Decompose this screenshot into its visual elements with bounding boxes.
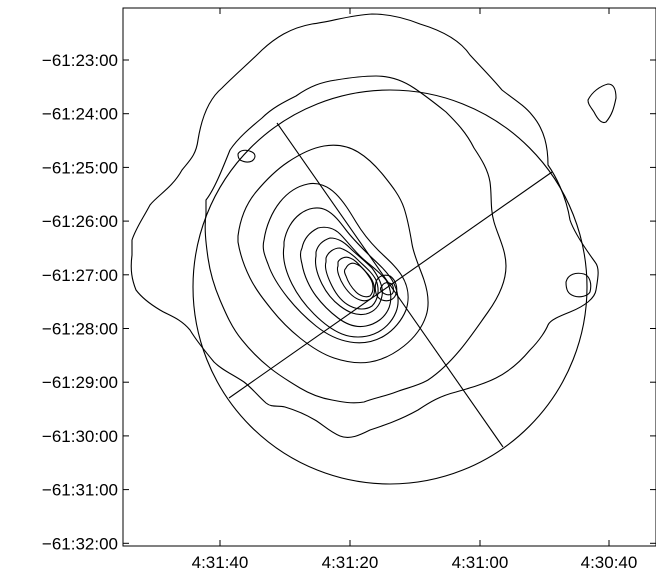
y-tick-label: −61:30:00 xyxy=(42,427,118,446)
y-tick-label: −61:25:00 xyxy=(42,158,118,177)
x-tick-label: 4:31:40 xyxy=(192,553,249,572)
contour-level-9 xyxy=(336,256,376,302)
tick-labels: −61:23:00 −61:24:00 −61:25:00 −61:26:00 −61:… xyxy=(42,51,637,572)
contour-level-4 xyxy=(262,182,409,344)
aperture-circle xyxy=(192,89,588,485)
contour-blob-left xyxy=(237,149,256,163)
y-tick-label: −61:29:00 xyxy=(42,373,118,392)
contour-level-2 xyxy=(204,75,507,404)
contour-lines xyxy=(130,13,617,439)
y-tick-label: −61:23:00 xyxy=(42,51,118,70)
contour-level-6 xyxy=(299,226,392,328)
y-tick-label: −61:24:00 xyxy=(42,105,118,124)
overlay xyxy=(192,89,588,485)
plot-frame xyxy=(122,7,656,547)
contour-level-10 xyxy=(343,262,374,298)
contour-level-1 xyxy=(130,13,599,439)
contour-blob-top-right xyxy=(587,83,617,124)
ticks xyxy=(123,8,656,546)
y-tick-label: −61:26:00 xyxy=(42,212,118,231)
contour-blob-right xyxy=(565,272,592,298)
y-tick-label: −61:31:00 xyxy=(42,481,118,500)
x-tick-label: 4:31:20 xyxy=(322,553,379,572)
contour-level-5 xyxy=(282,207,399,338)
y-tick-label: −61:27:00 xyxy=(42,266,118,285)
contour-level-7 xyxy=(314,237,383,316)
x-tick-label: 4:31:00 xyxy=(452,553,509,572)
y-tick-label: −61:32:00 xyxy=(42,534,118,553)
minor-axis-line xyxy=(228,171,553,399)
contour-level-3 xyxy=(237,144,429,364)
x-tick-label: 4:30:40 xyxy=(581,553,638,572)
y-tick-label: −61:28:00 xyxy=(42,320,118,339)
